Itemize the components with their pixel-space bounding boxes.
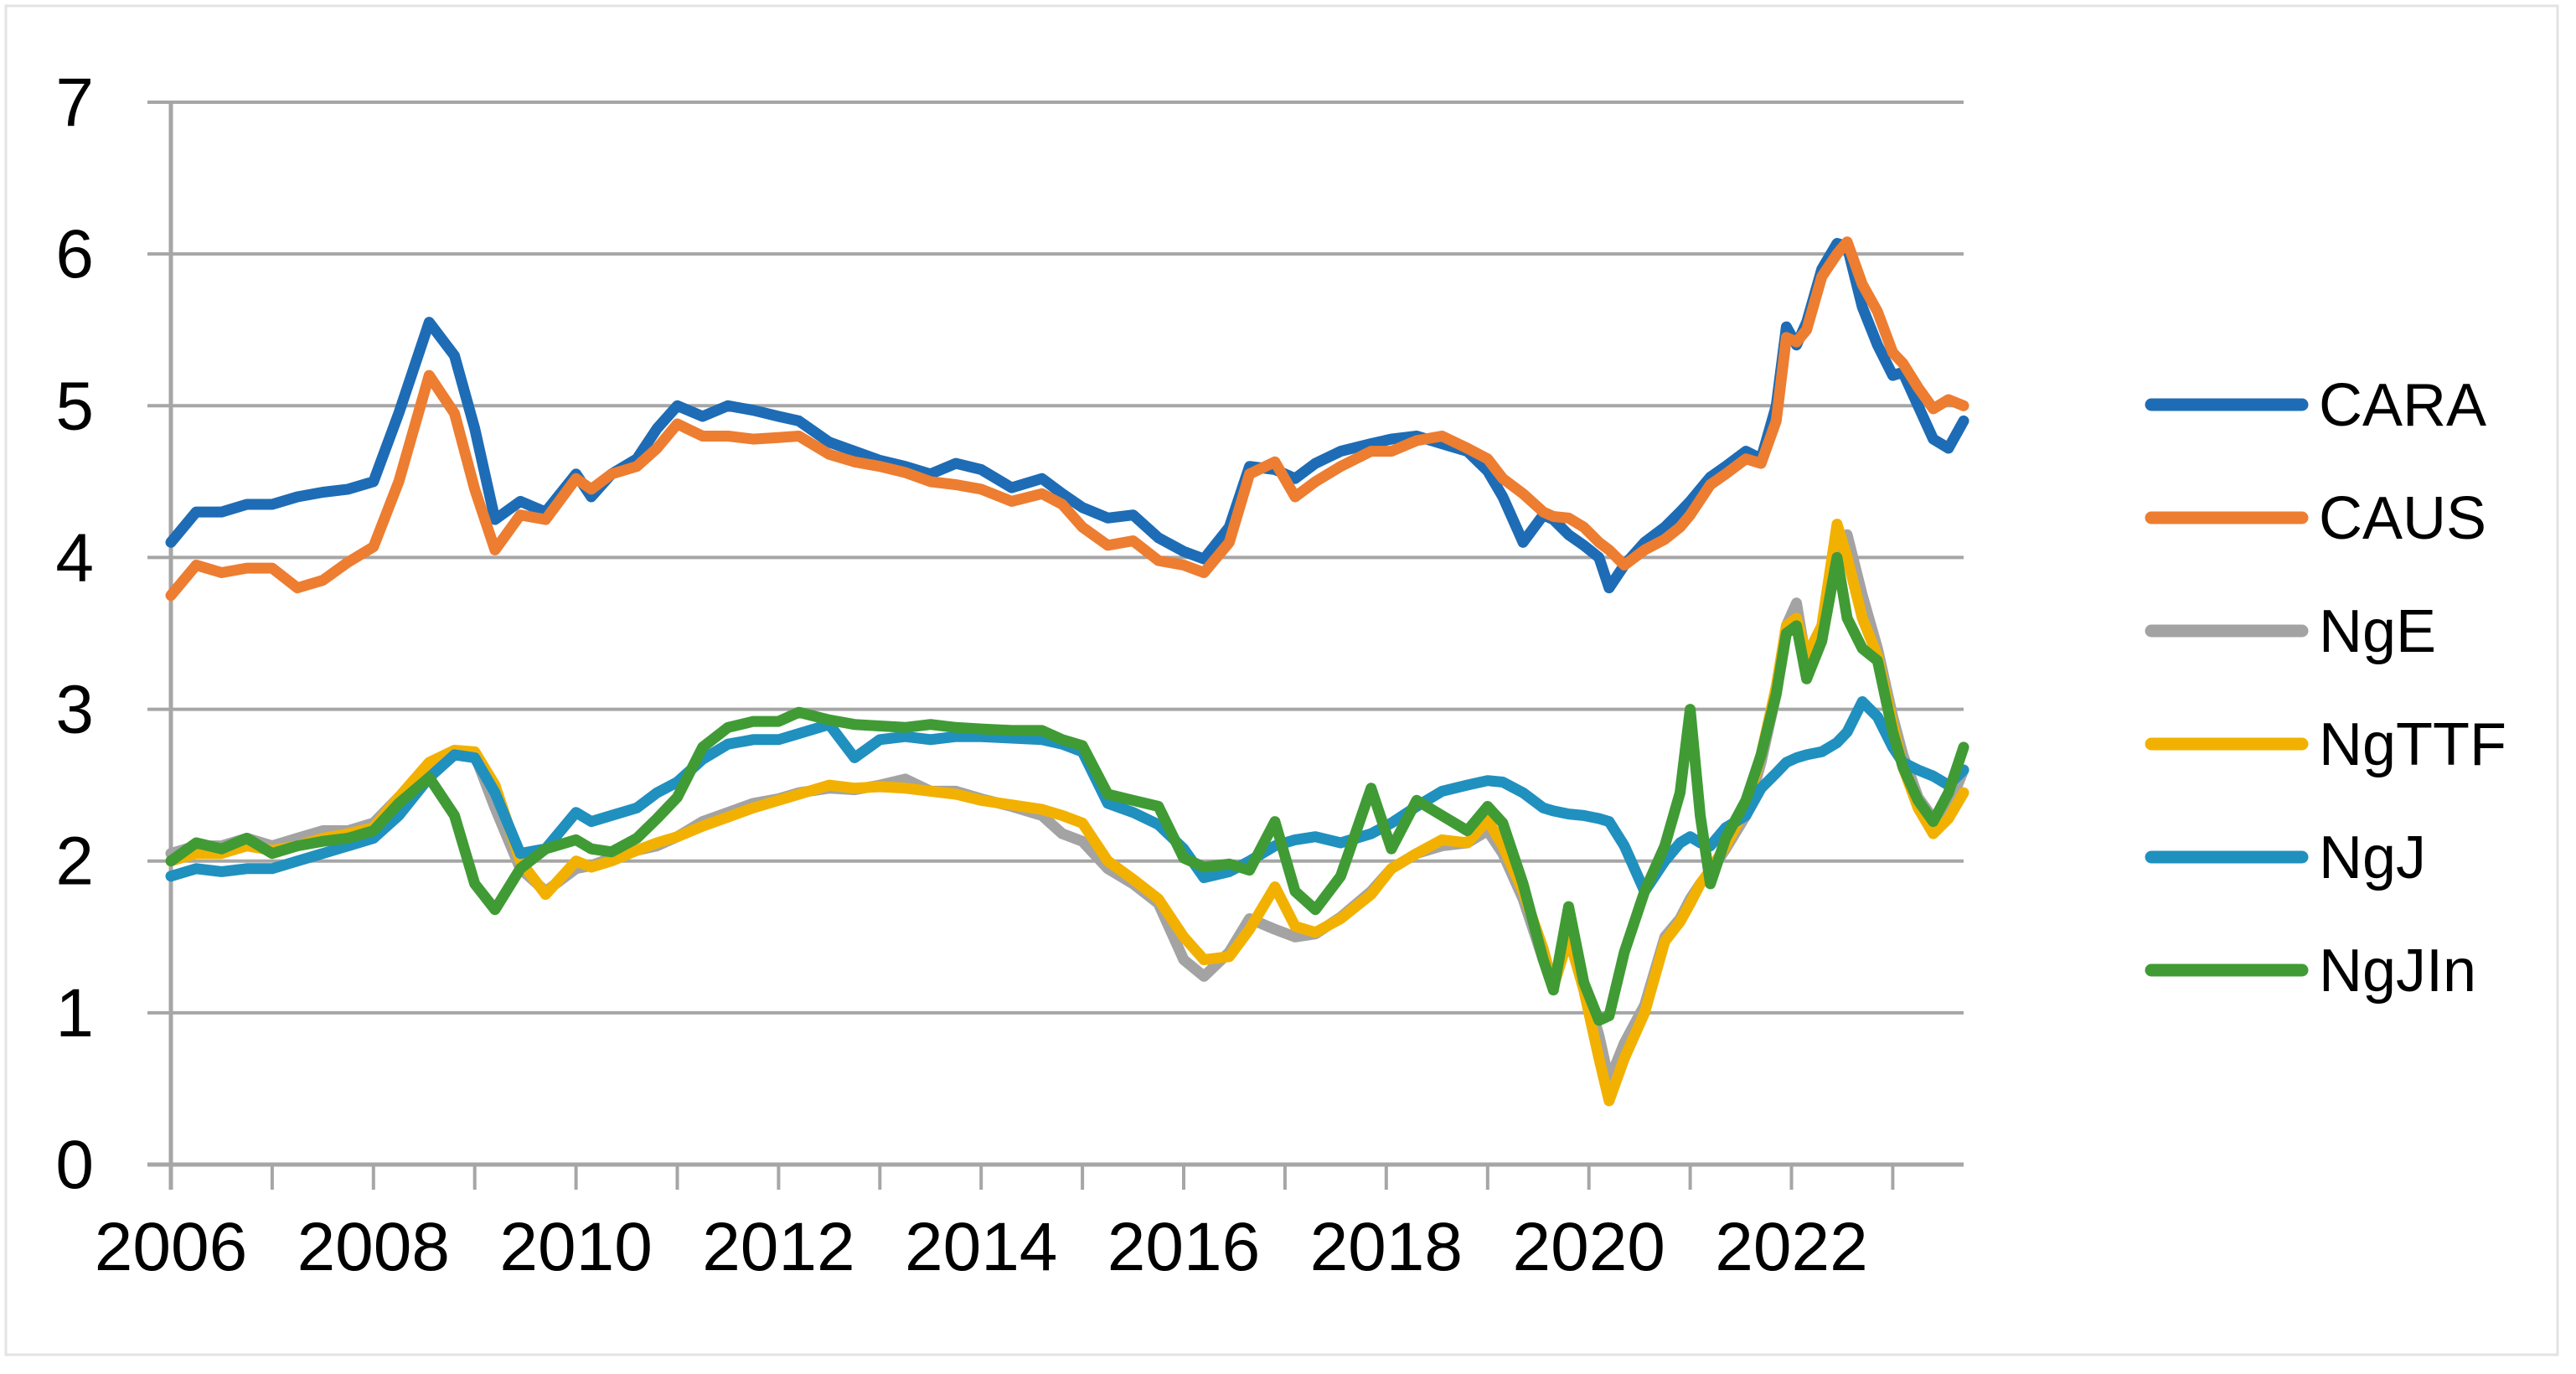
legend-label-NgE: NgE xyxy=(2319,598,2436,665)
x-axis-label-2018: 2018 xyxy=(1310,1209,1463,1285)
legend-item-NgJIn: NgJIn xyxy=(2145,938,2476,1005)
y-axis-label-5: 5 xyxy=(55,368,94,444)
legend-label-NgJIn: NgJIn xyxy=(2319,938,2476,1005)
legend-label-CAUS: CAUS xyxy=(2319,485,2486,552)
legend-item-NgJ: NgJ xyxy=(2145,824,2426,891)
x-axis-label-2010: 2010 xyxy=(499,1209,652,1285)
y-axis-label-3: 3 xyxy=(55,672,94,748)
x-axis-label-2006: 2006 xyxy=(95,1209,247,1285)
legend-label-CARA: CARA xyxy=(2319,372,2486,439)
legend-item-NgTTF: NgTTF xyxy=(2145,711,2506,778)
x-axis-label-2020: 2020 xyxy=(1512,1209,1665,1285)
x-axis-label-2022: 2022 xyxy=(1715,1209,1867,1285)
x-axis-label-2016: 2016 xyxy=(1107,1209,1260,1285)
x-axis-label-2012: 2012 xyxy=(702,1209,854,1285)
y-axis-label-6: 6 xyxy=(55,216,94,292)
legend-item-CAUS: CAUS xyxy=(2145,485,2486,552)
y-axis-label-0: 0 xyxy=(55,1127,94,1203)
x-axis-label-2014: 2014 xyxy=(905,1209,1057,1285)
series-line-CAUS xyxy=(165,236,1969,602)
series-line-NgJIn xyxy=(165,551,1969,1026)
y-axis-label-2: 2 xyxy=(55,824,94,900)
y-axis-label-7: 7 xyxy=(55,65,94,141)
legend-label-NgTTF: NgTTF xyxy=(2319,711,2506,778)
y-axis-label-1: 1 xyxy=(55,975,94,1051)
legend-label-NgJ: NgJ xyxy=(2319,824,2426,891)
y-axis-label-4: 4 xyxy=(55,519,94,596)
legend-item-NgE: NgE xyxy=(2145,598,2436,665)
legend-item-CARA: CARA xyxy=(2145,372,2486,439)
x-axis-label-2008: 2008 xyxy=(297,1209,450,1285)
chart-frame-border xyxy=(4,4,2559,1356)
